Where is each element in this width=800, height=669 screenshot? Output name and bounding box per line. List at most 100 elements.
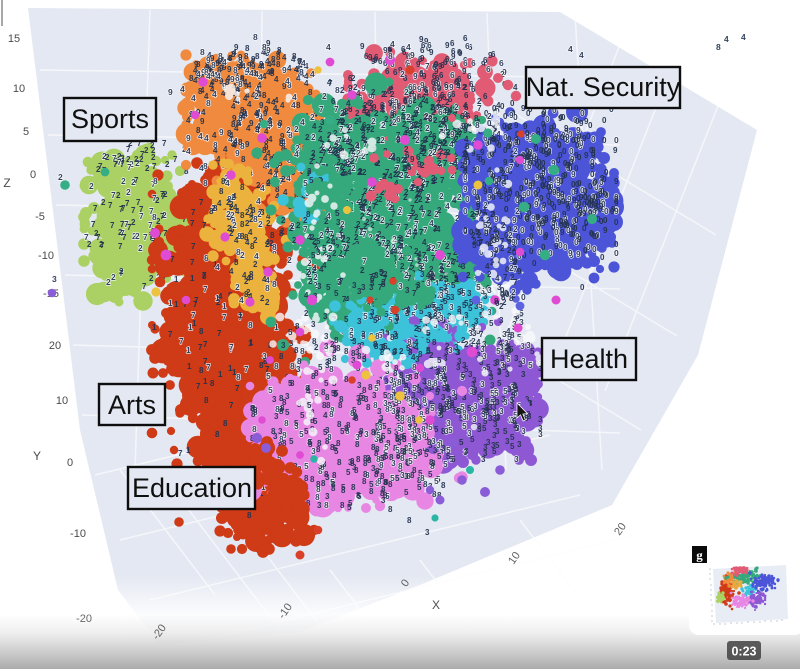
svg-text:7: 7 <box>235 384 240 393</box>
svg-text:4: 4 <box>268 135 273 144</box>
svg-text:4: 4 <box>260 183 265 193</box>
svg-text:4: 4 <box>271 98 276 107</box>
svg-text:15: 15 <box>8 33 20 45</box>
svg-text:8: 8 <box>233 139 238 148</box>
svg-text:2: 2 <box>280 227 285 236</box>
svg-text:8: 8 <box>247 511 252 520</box>
svg-text:7: 7 <box>93 204 98 213</box>
svg-text:2: 2 <box>265 298 270 307</box>
svg-text:8: 8 <box>249 273 254 282</box>
svg-text:4: 4 <box>217 199 222 208</box>
svg-text:2: 2 <box>126 187 131 197</box>
svg-text:2: 2 <box>245 219 250 228</box>
svg-text:7: 7 <box>196 382 201 391</box>
svg-text:6: 6 <box>433 61 438 70</box>
svg-text:7: 7 <box>190 219 195 228</box>
svg-text:8: 8 <box>202 272 207 281</box>
svg-text:7: 7 <box>173 155 178 164</box>
svg-text:8: 8 <box>200 47 205 57</box>
svg-text:8: 8 <box>268 117 273 126</box>
svg-text:4: 4 <box>199 163 204 173</box>
svg-text:9: 9 <box>255 125 260 134</box>
svg-text:2: 2 <box>94 229 99 238</box>
svg-text:-5: -5 <box>35 211 45 223</box>
svg-text:8: 8 <box>203 178 208 188</box>
svg-text:4: 4 <box>234 236 239 245</box>
svg-text:4: 4 <box>243 94 248 103</box>
svg-text:9: 9 <box>245 140 250 149</box>
svg-text:6: 6 <box>444 81 449 90</box>
svg-text:4: 4 <box>213 146 218 155</box>
svg-text:8: 8 <box>262 146 267 155</box>
svg-text:8: 8 <box>265 283 270 293</box>
svg-text:8: 8 <box>153 176 158 186</box>
svg-text:2: 2 <box>258 219 263 229</box>
svg-text:7: 7 <box>91 220 96 229</box>
svg-text:1: 1 <box>222 301 227 311</box>
svg-text:4: 4 <box>186 146 191 156</box>
svg-text:7: 7 <box>161 192 166 201</box>
svg-text:9: 9 <box>422 72 427 81</box>
svg-text:2: 2 <box>111 272 116 282</box>
svg-text:7: 7 <box>244 364 249 374</box>
svg-text:8: 8 <box>223 419 228 428</box>
svg-text:4: 4 <box>247 100 252 109</box>
svg-text:1: 1 <box>218 370 223 379</box>
svg-text:8: 8 <box>241 155 246 164</box>
svg-text:0: 0 <box>67 457 73 469</box>
svg-text:4: 4 <box>280 101 285 110</box>
svg-text:4: 4 <box>201 108 206 117</box>
svg-text:4: 4 <box>212 131 217 140</box>
svg-text:2: 2 <box>131 218 136 227</box>
svg-text:7: 7 <box>134 176 139 185</box>
svg-text:8: 8 <box>213 204 218 213</box>
svg-text:2: 2 <box>101 198 106 207</box>
svg-text:7: 7 <box>217 329 222 338</box>
svg-text:8: 8 <box>236 119 241 128</box>
svg-text:4: 4 <box>204 133 209 143</box>
svg-text:8: 8 <box>238 138 243 147</box>
svg-text:4: 4 <box>223 145 228 154</box>
svg-text:7: 7 <box>131 206 136 215</box>
svg-text:8: 8 <box>219 187 224 196</box>
svg-text:6: 6 <box>483 92 488 101</box>
svg-text:8: 8 <box>278 119 283 128</box>
svg-text:7: 7 <box>229 401 234 410</box>
svg-text:7: 7 <box>179 336 184 346</box>
svg-text:8: 8 <box>290 361 295 371</box>
svg-text:2: 2 <box>253 260 258 269</box>
svg-text:6: 6 <box>464 91 469 100</box>
svg-text:5: 5 <box>23 126 29 138</box>
svg-text:9: 9 <box>200 117 205 126</box>
svg-text:Y: Y <box>33 449 41 463</box>
svg-text:2: 2 <box>106 277 111 287</box>
svg-text:20: 20 <box>49 340 61 352</box>
svg-text:0: 0 <box>30 169 36 181</box>
svg-text:1: 1 <box>186 446 191 455</box>
svg-text:6: 6 <box>467 72 472 81</box>
svg-text:7: 7 <box>222 312 227 322</box>
svg-text:4: 4 <box>257 81 262 90</box>
svg-text:2: 2 <box>138 243 143 253</box>
svg-text:8: 8 <box>236 372 241 382</box>
svg-text:4: 4 <box>310 69 315 79</box>
svg-text:8: 8 <box>242 108 247 117</box>
svg-text:7: 7 <box>203 357 208 366</box>
svg-text:7: 7 <box>110 221 115 230</box>
svg-text:4: 4 <box>191 93 196 103</box>
svg-text:2: 2 <box>116 191 121 200</box>
svg-text:7: 7 <box>178 449 183 458</box>
svg-text:8: 8 <box>296 101 301 110</box>
svg-text:7: 7 <box>108 201 113 210</box>
svg-text:8: 8 <box>240 183 245 192</box>
svg-text:8: 8 <box>152 212 157 222</box>
svg-text:2: 2 <box>89 181 94 191</box>
svg-text:4: 4 <box>275 108 280 117</box>
svg-text:4: 4 <box>231 102 236 111</box>
svg-text:4: 4 <box>246 124 251 133</box>
svg-text:7: 7 <box>191 242 196 251</box>
svg-text:10: 10 <box>56 395 68 407</box>
svg-text:7: 7 <box>122 233 127 242</box>
svg-text:7: 7 <box>160 212 165 221</box>
svg-text:8: 8 <box>234 258 239 267</box>
